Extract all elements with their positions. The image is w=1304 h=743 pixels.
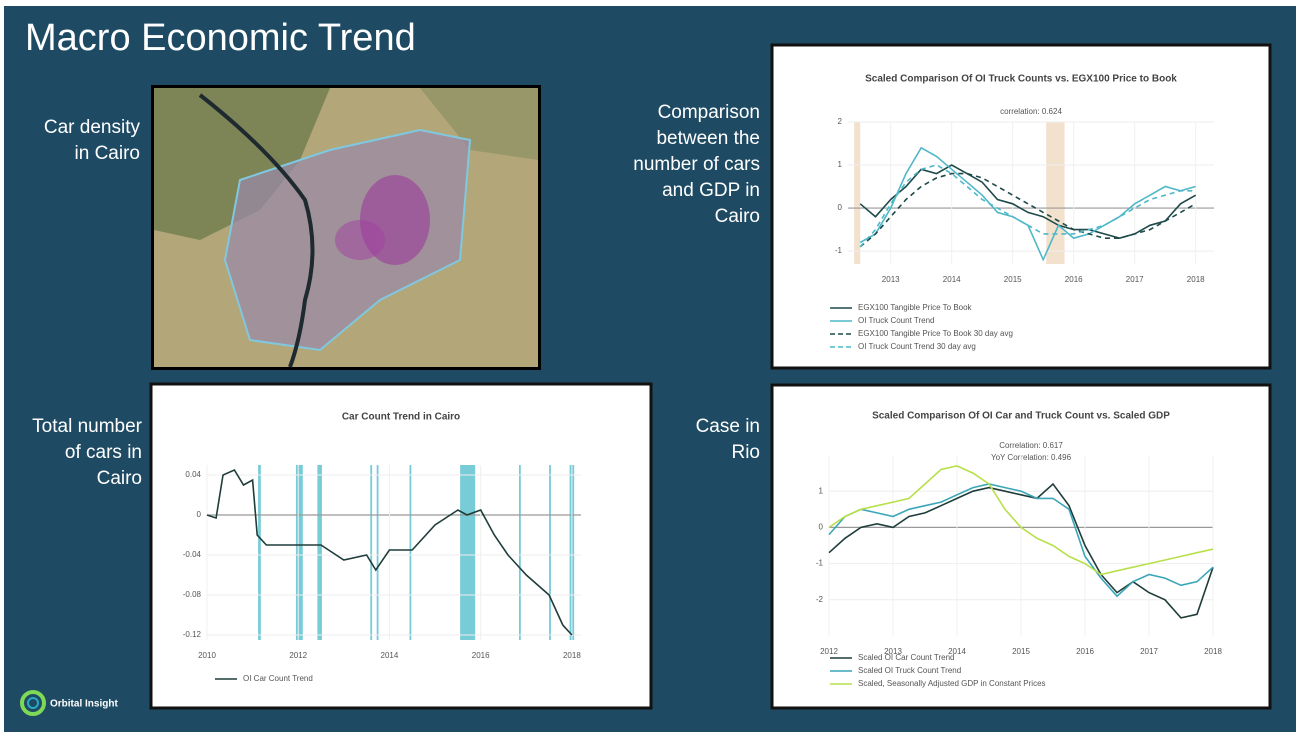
y-tick-label: 1 bbox=[819, 486, 824, 495]
legend-label: Scaled, Seasonally Adjusted GDP in Const… bbox=[858, 679, 1046, 688]
section-label: Cairo bbox=[715, 206, 760, 227]
section-label: Comparison bbox=[658, 102, 760, 123]
shaded-band bbox=[376, 465, 379, 640]
section-label: and GDP in bbox=[662, 180, 760, 201]
annotation: Correlation: 0.617 bbox=[999, 441, 1063, 450]
series-line bbox=[859, 164, 1196, 248]
legend-label: EGX100 Tangible Price To Book 30 day avg bbox=[858, 329, 1013, 338]
x-tick-label: 2014 bbox=[948, 647, 966, 656]
section-label: in Cairo bbox=[75, 143, 140, 164]
shaded-band bbox=[1046, 122, 1065, 264]
y-tick-label: -2 bbox=[816, 595, 824, 604]
legend-label: Scaled OI Car Count Trend bbox=[858, 653, 955, 662]
slide-title: Macro Economic Trend bbox=[25, 17, 416, 59]
logo: Orbital Insight bbox=[20, 690, 118, 716]
x-tick-label: 2010 bbox=[198, 651, 216, 660]
legend-label: Scaled OI Truck Count Trend bbox=[858, 666, 961, 675]
y-tick-label: 0 bbox=[819, 523, 824, 532]
shaded-band bbox=[370, 465, 373, 640]
series-line bbox=[206, 468, 573, 636]
legend-label: OI Truck Count Trend bbox=[858, 316, 934, 325]
series-line bbox=[828, 465, 1214, 576]
x-tick-label: 2012 bbox=[820, 647, 838, 656]
section-label: of cars in bbox=[65, 442, 142, 463]
x-tick-label: 2014 bbox=[943, 275, 961, 284]
x-tick-label: 2015 bbox=[1004, 275, 1022, 284]
shaded-band bbox=[409, 465, 412, 640]
section-label: number of cars bbox=[633, 154, 760, 175]
y-tick-label: 0.04 bbox=[185, 470, 201, 479]
shaded-band bbox=[549, 465, 551, 640]
shaded-band bbox=[317, 465, 322, 640]
section-label: between the bbox=[656, 128, 760, 149]
chart-title: Car Count Trend in Cairo bbox=[342, 412, 460, 423]
annotation: YoY Correlation: 0.496 bbox=[991, 453, 1072, 462]
chart-title: Scaled Comparison Of OI Truck Counts vs.… bbox=[865, 74, 1177, 85]
shaded-band bbox=[854, 122, 861, 264]
chart-panel bbox=[149, 382, 653, 710]
y-tick-label: -0.12 bbox=[183, 630, 202, 639]
legend-label: EGX100 Tangible Price To Book bbox=[858, 303, 973, 312]
annotation: correlation: 0.624 bbox=[1000, 107, 1062, 116]
shaded-band bbox=[295, 465, 303, 640]
y-tick-label: 2 bbox=[838, 117, 843, 126]
y-tick-label: -0.04 bbox=[183, 550, 202, 559]
x-tick-label: 2016 bbox=[1065, 275, 1083, 284]
section-label: Case in bbox=[696, 416, 760, 437]
y-tick-label: 0 bbox=[838, 203, 843, 212]
section-label: Cairo bbox=[97, 468, 142, 489]
x-tick-label: 2014 bbox=[381, 651, 399, 660]
shaded-band bbox=[518, 465, 521, 640]
series-line bbox=[859, 164, 1197, 240]
x-tick-label: 2016 bbox=[1076, 647, 1094, 656]
y-tick-label: 0 bbox=[197, 510, 202, 519]
legend-label: OI Car Count Trend bbox=[243, 674, 313, 683]
shaded-band bbox=[460, 465, 476, 640]
x-tick-label: 2017 bbox=[1140, 647, 1158, 656]
map-image bbox=[151, 85, 541, 370]
x-tick-label: 2017 bbox=[1126, 275, 1144, 284]
x-tick-label: 2012 bbox=[289, 651, 307, 660]
section-label: Total number bbox=[32, 416, 143, 437]
x-tick-label: 2016 bbox=[472, 651, 490, 660]
series-line bbox=[828, 482, 1214, 619]
x-tick-label: 2018 bbox=[563, 651, 581, 660]
y-tick-label: 1 bbox=[838, 160, 843, 169]
legend-label: OI Truck Count Trend 30 day avg bbox=[858, 342, 976, 351]
x-tick-label: 2013 bbox=[882, 275, 900, 284]
series-line bbox=[828, 483, 1214, 598]
x-tick-label: 2013 bbox=[884, 647, 902, 656]
section-label: Car density bbox=[44, 117, 141, 138]
shaded-band bbox=[258, 465, 261, 640]
y-tick-label: -1 bbox=[835, 246, 843, 255]
x-tick-label: 2018 bbox=[1187, 275, 1205, 284]
x-tick-label: 2015 bbox=[1012, 647, 1030, 656]
chart-title: Scaled Comparison Of OI Car and Truck Co… bbox=[872, 411, 1170, 422]
x-tick-label: 2018 bbox=[1204, 647, 1222, 656]
y-tick-label: -1 bbox=[816, 559, 824, 568]
y-tick-label: -0.08 bbox=[183, 590, 202, 599]
logo-text: Orbital Insight bbox=[50, 699, 118, 710]
section-label: Rio bbox=[731, 442, 760, 463]
